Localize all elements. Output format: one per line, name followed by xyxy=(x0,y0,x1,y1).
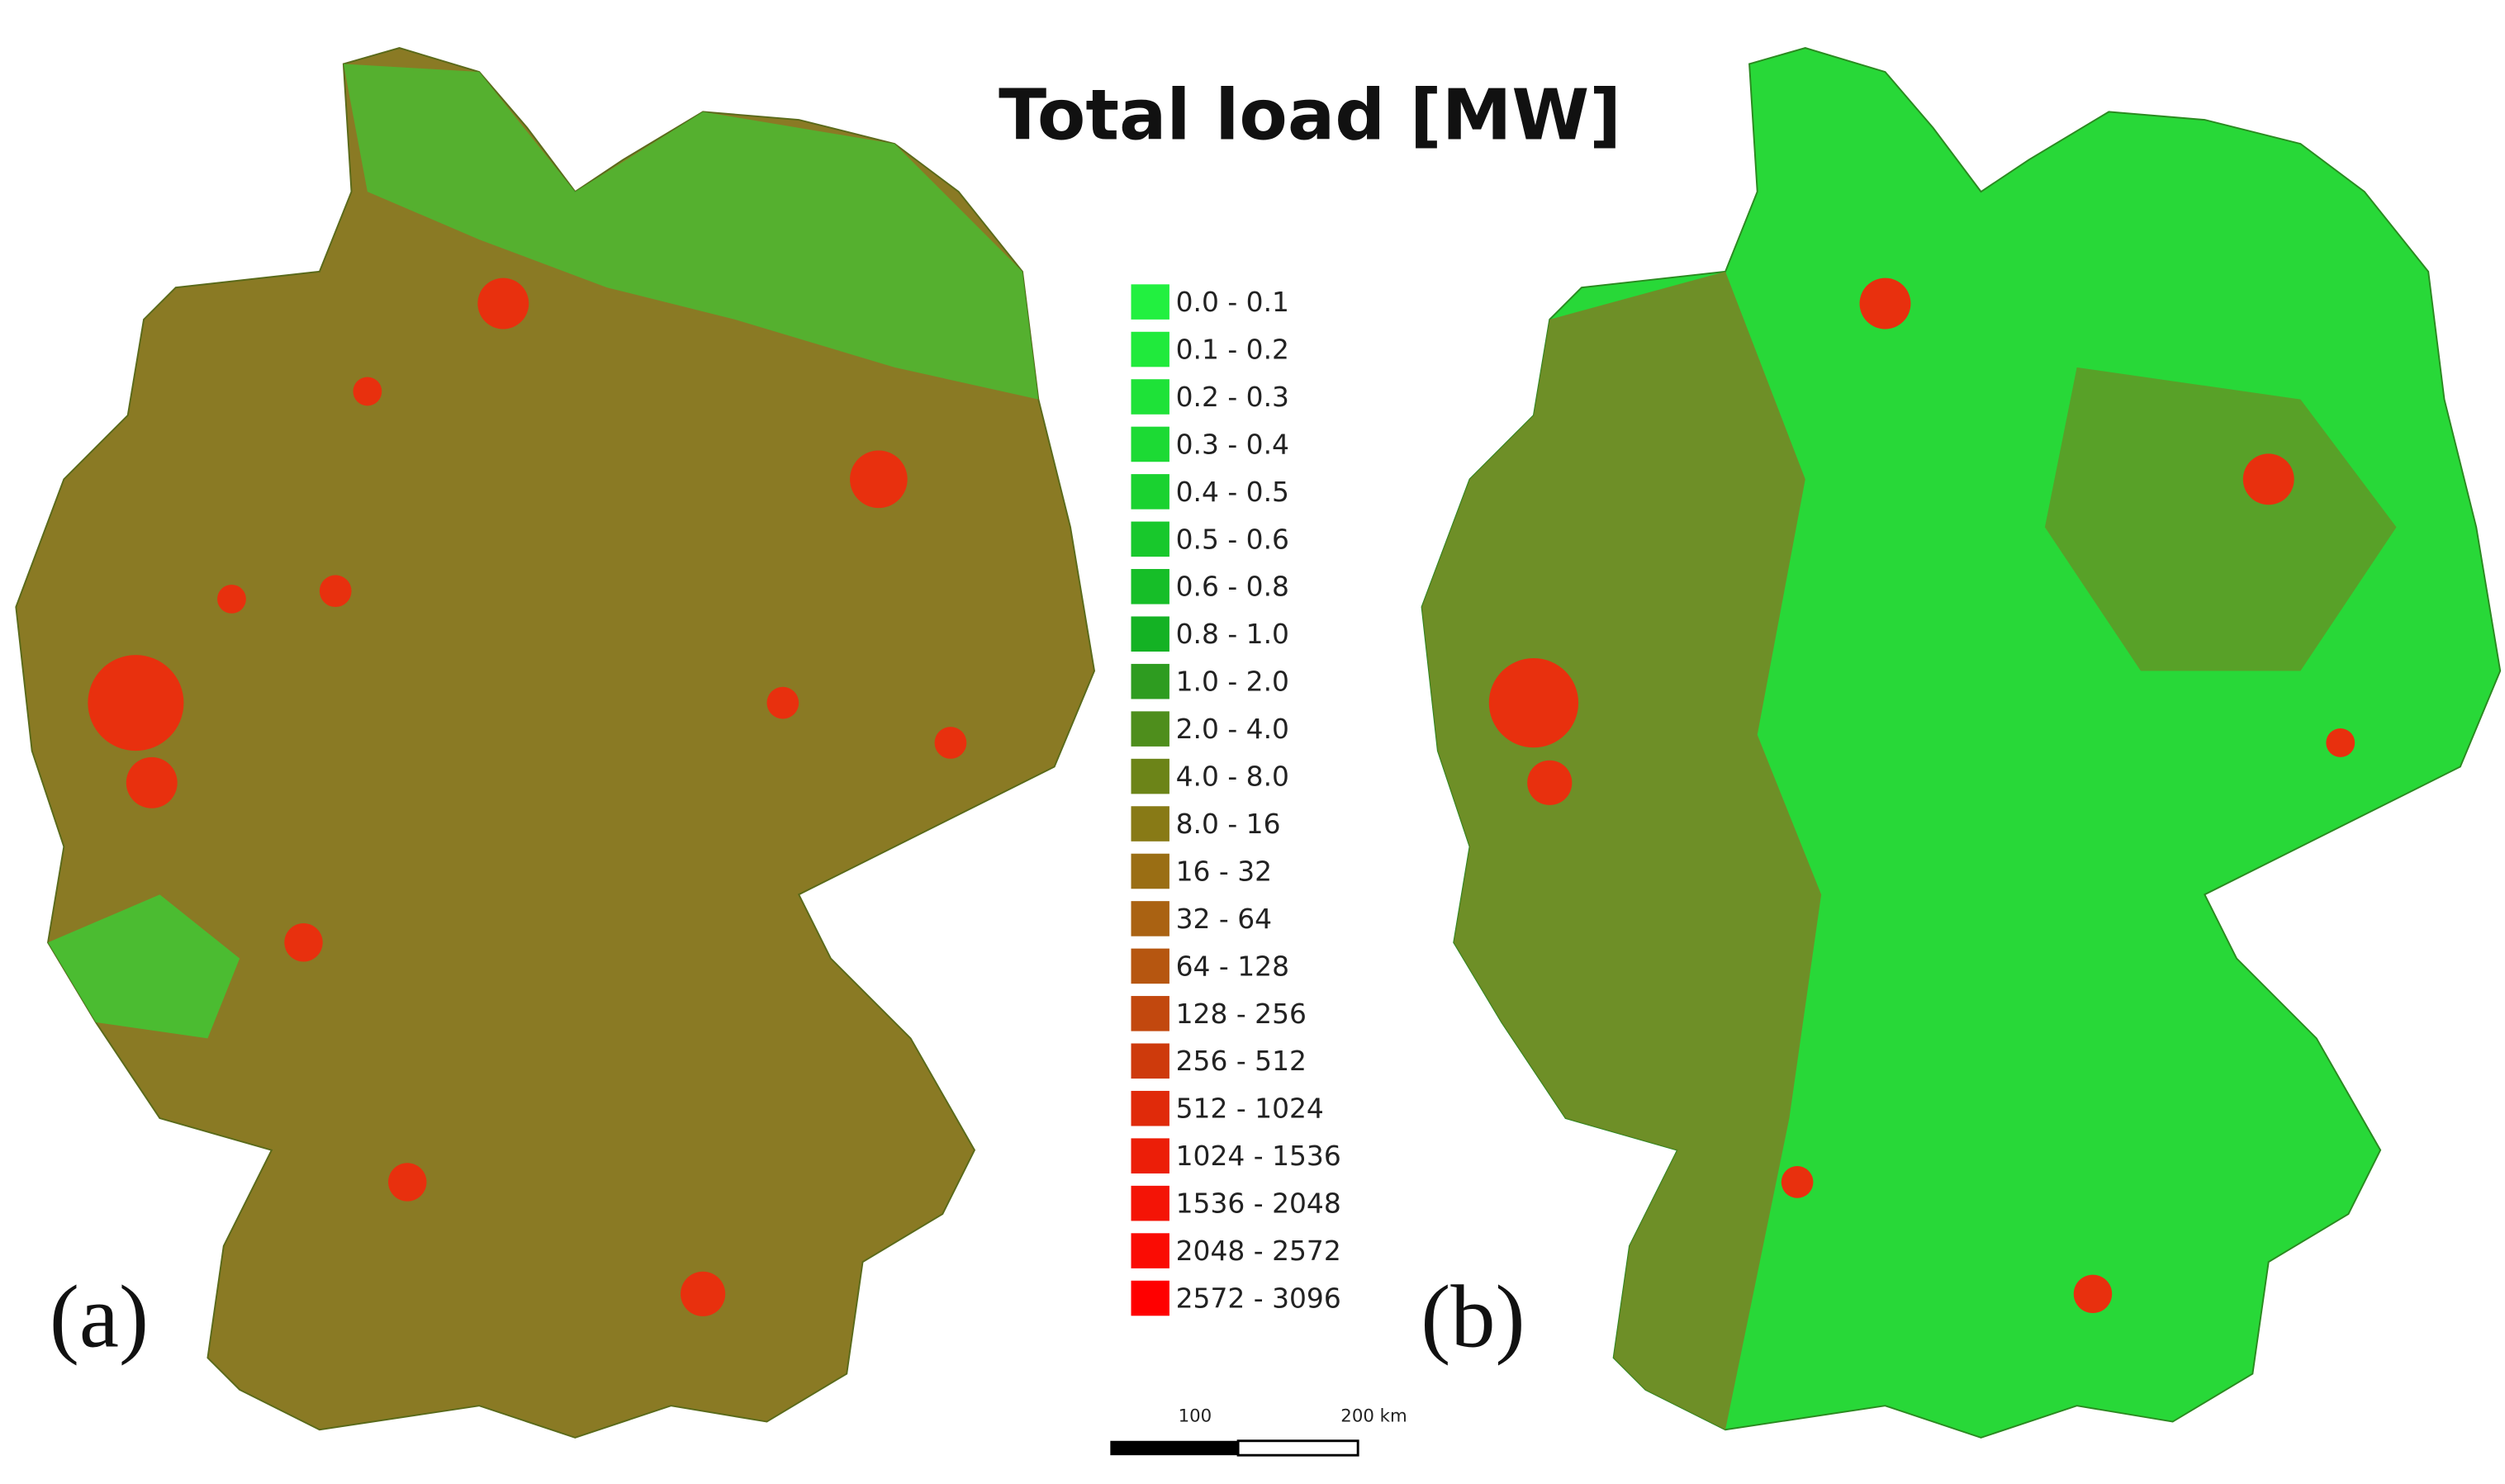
map-a xyxy=(15,47,1095,1439)
title: Total load [MW] xyxy=(999,75,1621,157)
legend-swatch xyxy=(1131,1233,1169,1268)
legend-label: 1536 - 2048 xyxy=(1176,1188,1341,1220)
legend-label: 8.0 - 16 xyxy=(1176,808,1281,840)
map-b xyxy=(1421,47,2502,1439)
panel-label: (b) xyxy=(1421,1267,1525,1366)
legend-label: 512 - 1024 xyxy=(1176,1093,1324,1125)
legend-label: 0.8 - 1.0 xyxy=(1176,618,1289,650)
legend-swatch xyxy=(1131,616,1169,652)
legend-swatch xyxy=(1131,284,1169,320)
legend-swatch xyxy=(1131,663,1169,699)
panel-label: (a) xyxy=(50,1267,149,1366)
legend-label: 2.0 - 4.0 xyxy=(1176,713,1289,745)
legend-swatch xyxy=(1131,711,1169,747)
scale-bar-segment xyxy=(1110,1440,1239,1456)
legend-swatch xyxy=(1131,1043,1169,1079)
legend-swatch xyxy=(1131,948,1169,984)
legend-swatch xyxy=(1131,521,1169,557)
legend-swatch xyxy=(1131,1185,1169,1221)
legend-label: 0.4 - 0.5 xyxy=(1176,476,1289,508)
legend-label: 2048 - 2572 xyxy=(1176,1235,1341,1267)
legend-swatch xyxy=(1131,1138,1169,1173)
legend-label: 256 - 512 xyxy=(1176,1045,1307,1077)
legend-swatch xyxy=(1131,806,1169,842)
legend-label: 0.1 - 0.2 xyxy=(1176,333,1289,365)
legend-swatch xyxy=(1131,331,1169,367)
scale-label: 200 km xyxy=(1340,1406,1407,1427)
legend-label: 32 - 64 xyxy=(1176,903,1272,935)
scale-bar: 100 200 km xyxy=(1110,1406,1407,1457)
legend-swatch xyxy=(1131,1280,1169,1316)
legend-label: 4.0 - 8.0 xyxy=(1176,761,1289,793)
legend-label: 2572 - 3096 xyxy=(1176,1282,1341,1314)
legend-label: 0.5 - 0.6 xyxy=(1176,523,1289,555)
legend-swatch xyxy=(1131,996,1169,1031)
legend-label: 0.6 - 0.8 xyxy=(1176,571,1289,603)
scale-label: 100 xyxy=(1179,1406,1212,1427)
legend-label: 0.3 - 0.4 xyxy=(1176,428,1289,460)
legend-label: 16 - 32 xyxy=(1176,855,1272,887)
legend-swatch xyxy=(1131,758,1169,794)
legend-label: 0.0 - 0.1 xyxy=(1176,286,1289,318)
legend: 0.0 - 0.1 0.1 - 0.2 0.2 - 0.3 0.3 - 0.4 0.4 … xyxy=(1131,284,1341,1316)
legend-label: 0.2 - 0.3 xyxy=(1176,381,1289,413)
legend-swatch xyxy=(1131,474,1169,510)
legend-swatch xyxy=(1131,901,1169,936)
scale-bar-segment xyxy=(1236,1439,1359,1457)
legend-swatch xyxy=(1131,426,1169,462)
legend-swatch xyxy=(1131,379,1169,415)
legend-swatch xyxy=(1131,1090,1169,1126)
legend-label: 1024 - 1536 xyxy=(1176,1140,1341,1172)
legend-swatch xyxy=(1131,853,1169,889)
legend-swatch xyxy=(1131,569,1169,605)
legend-label: 128 - 256 xyxy=(1176,998,1307,1030)
legend-label: 1.0 - 2.0 xyxy=(1176,666,1289,698)
legend-label: 64 - 128 xyxy=(1176,950,1289,982)
